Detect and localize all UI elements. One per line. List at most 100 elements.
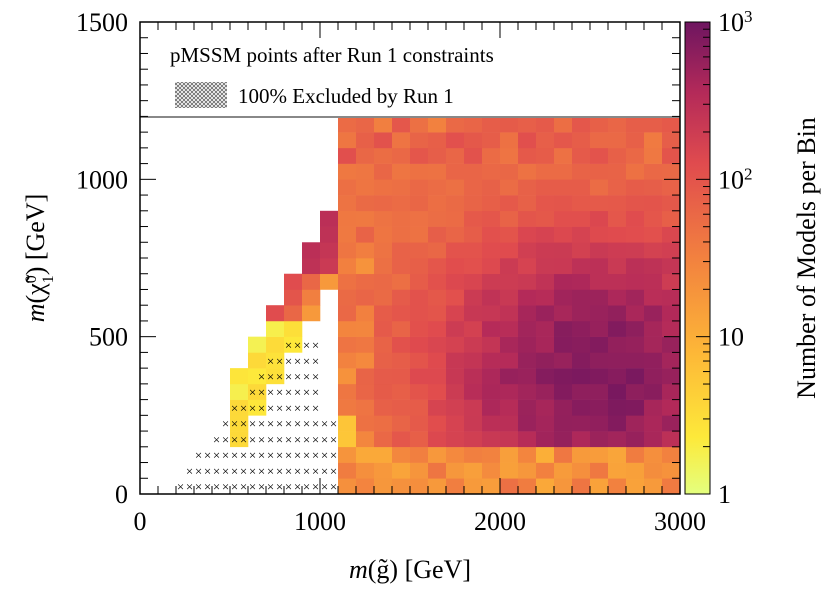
legend-entry-label: 100% Excluded by Run 1 xyxy=(238,84,454,108)
heatmap-cell xyxy=(500,147,519,164)
heatmap-cell xyxy=(644,352,663,369)
heatmap-cell xyxy=(572,368,591,385)
heatmap-cell xyxy=(590,289,609,306)
heatmap-cell xyxy=(572,242,591,259)
heatmap-cell xyxy=(500,163,519,180)
heatmap-cell xyxy=(554,399,573,416)
heatmap-cell xyxy=(626,462,645,479)
excluded-bin-marker: × xyxy=(294,432,301,447)
heatmap-cell xyxy=(572,132,591,149)
heatmap-cell xyxy=(518,210,537,227)
excluded-bin-marker: × xyxy=(258,463,265,478)
heatmap-cell xyxy=(338,462,357,479)
heatmap-cell xyxy=(428,462,447,479)
heatmap-cell xyxy=(554,478,573,495)
excluded-bin-marker: × xyxy=(231,416,238,431)
heatmap-cell xyxy=(482,242,501,259)
excluded-bin-marker: × xyxy=(231,400,238,415)
heatmap-cell xyxy=(428,195,447,212)
heatmap-cell xyxy=(608,289,627,306)
heatmap-cell xyxy=(482,399,501,416)
heatmap-cell xyxy=(338,352,357,369)
heatmap-cell xyxy=(608,368,627,385)
heatmap-cell xyxy=(320,242,339,259)
heatmap-cell xyxy=(608,258,627,275)
excluded-bin-marker: × xyxy=(276,400,283,415)
heatmap-cell xyxy=(410,132,429,149)
heatmap-cell xyxy=(356,368,375,385)
heatmap-cell xyxy=(482,226,501,243)
excluded-bin-marker: × xyxy=(249,432,256,447)
heatmap-cell xyxy=(518,179,537,196)
heatmap-cell xyxy=(518,431,537,448)
excluded-bin-marker: × xyxy=(303,369,310,384)
excluded-bin-marker: × xyxy=(222,416,229,431)
excluded-bin-marker: × xyxy=(294,463,301,478)
heatmap-cell xyxy=(410,242,429,259)
heatmap-cell xyxy=(446,415,465,432)
heatmap-cell xyxy=(446,242,465,259)
heatmap-cell xyxy=(626,415,645,432)
heatmap-cell xyxy=(374,415,393,432)
heatmap-cell xyxy=(662,273,681,290)
heatmap-cell xyxy=(608,147,627,164)
heatmap-cell xyxy=(518,273,537,290)
heatmap-cell xyxy=(518,462,537,479)
heatmap-cell xyxy=(338,258,357,275)
excluded-bin-marker: × xyxy=(330,432,337,447)
excluded-bin-marker: × xyxy=(285,448,292,463)
x-tick-label: 1000 xyxy=(294,507,346,536)
legend-background xyxy=(140,22,680,117)
heatmap-cell xyxy=(662,116,681,133)
heatmap-cell xyxy=(590,242,609,259)
excluded-bin-marker: × xyxy=(285,432,292,447)
heatmap-cell xyxy=(644,431,663,448)
heatmap-cell xyxy=(464,320,483,337)
heatmap-cell xyxy=(392,462,411,479)
heatmap-cell xyxy=(590,431,609,448)
heatmap-cell xyxy=(626,226,645,243)
heatmap-cell xyxy=(644,242,663,259)
x-tick-labels: 0 1000 2000 3000 xyxy=(134,507,707,536)
heatmap-cell xyxy=(608,305,627,322)
heatmap-cell xyxy=(482,431,501,448)
heatmap-cell xyxy=(572,462,591,479)
excluded-bin-marker: × xyxy=(240,400,247,415)
heatmap-cell xyxy=(392,415,411,432)
heatmap-cell xyxy=(446,179,465,196)
heatmap-cell xyxy=(554,147,573,164)
heatmap-cell xyxy=(410,431,429,448)
heatmap-cell xyxy=(392,478,411,495)
heatmap-cell xyxy=(644,258,663,275)
heatmap-cell xyxy=(374,305,393,322)
heatmap-cell xyxy=(590,179,609,196)
heatmap-cell xyxy=(518,195,537,212)
excluded-bin-marker: × xyxy=(312,416,319,431)
excluded-bin-marker: × xyxy=(276,463,283,478)
heatmap-cell xyxy=(446,336,465,353)
heatmap-cell xyxy=(356,226,375,243)
heatmap-cell xyxy=(302,258,321,275)
excluded-bin-marker: × xyxy=(186,463,193,478)
heatmap-cell xyxy=(374,147,393,164)
heatmap-cell xyxy=(662,242,681,259)
excluded-bin-marker: × xyxy=(240,448,247,463)
heatmap-cell xyxy=(554,336,573,353)
heatmap-cell xyxy=(554,431,573,448)
heatmap-cell xyxy=(356,415,375,432)
heatmap-cell xyxy=(518,478,537,495)
heatmap-cell xyxy=(374,352,393,369)
colorbar-tick-label: 102 xyxy=(718,164,753,195)
heatmap-cell xyxy=(500,431,519,448)
heatmap-cell xyxy=(482,320,501,337)
x-tick-label: 2000 xyxy=(474,507,526,536)
heatmap-cell xyxy=(464,431,483,448)
heatmap-cell xyxy=(446,163,465,180)
excluded-region: × ×××××××××××××××××××××××××××××××××××××××… xyxy=(177,338,337,495)
heatmap-cell xyxy=(464,383,483,400)
heatmap-cell xyxy=(608,431,627,448)
heatmap-cell xyxy=(608,226,627,243)
heatmap-cell xyxy=(428,478,447,495)
heatmap-cell xyxy=(482,163,501,180)
heatmap-cell xyxy=(644,273,663,290)
